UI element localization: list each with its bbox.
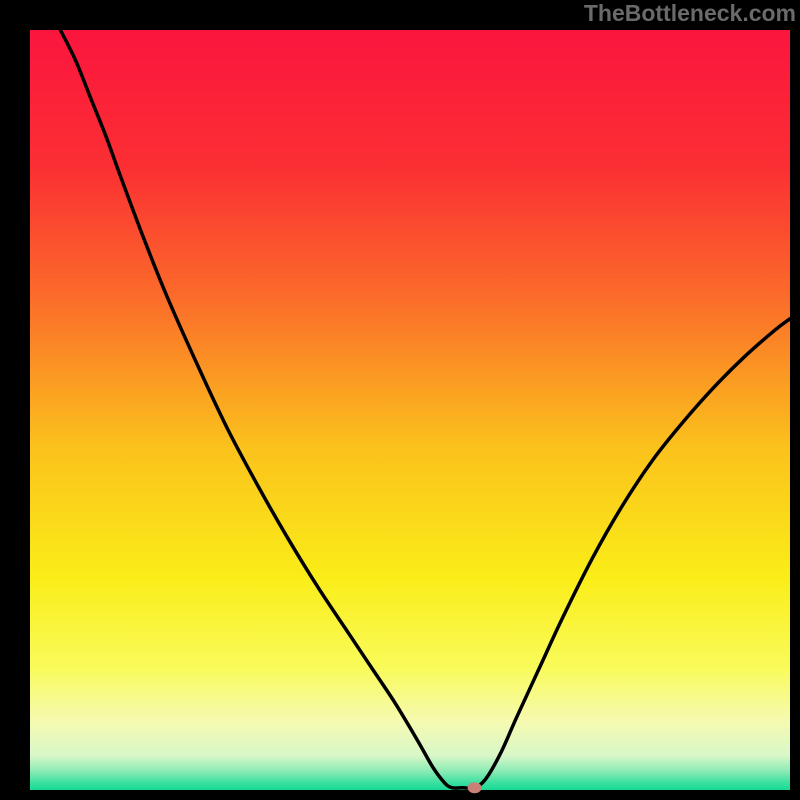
- watermark-text: TheBottleneck.com: [584, 0, 796, 27]
- chart-container: TheBottleneck.com: [0, 0, 800, 800]
- bottleneck-chart: [0, 0, 800, 800]
- optimal-marker: [468, 782, 482, 793]
- plot-background: [30, 30, 790, 790]
